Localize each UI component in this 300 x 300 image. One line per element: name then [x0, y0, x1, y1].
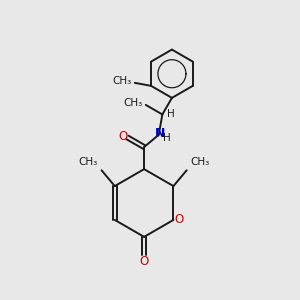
- Text: O: O: [174, 213, 183, 226]
- Text: CH₃: CH₃: [112, 76, 131, 86]
- Text: N: N: [155, 127, 165, 140]
- Text: CH₃: CH₃: [190, 157, 209, 167]
- Text: CH₃: CH₃: [123, 98, 142, 108]
- Text: H: H: [167, 110, 175, 119]
- Text: H: H: [163, 133, 171, 143]
- Text: CH₃: CH₃: [79, 157, 98, 167]
- Text: O: O: [140, 255, 149, 268]
- Text: O: O: [118, 130, 128, 142]
